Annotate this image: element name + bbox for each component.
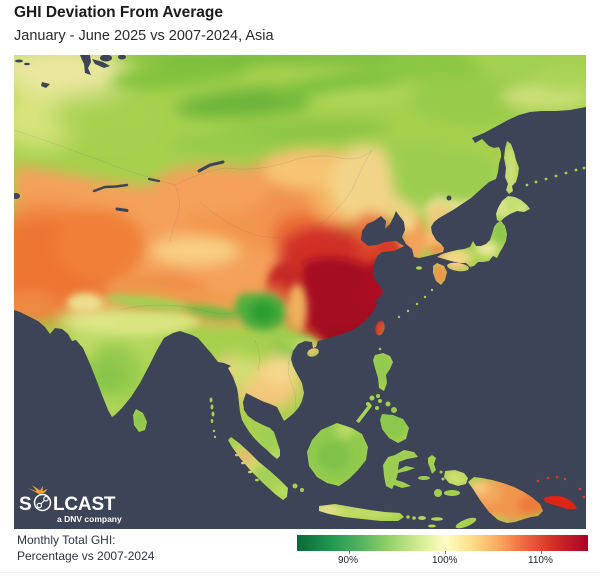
svg-text:a DNV company: a DNV company	[57, 514, 122, 524]
svg-text:S: S	[19, 494, 32, 515]
svg-text:LCAST: LCAST	[53, 494, 116, 515]
